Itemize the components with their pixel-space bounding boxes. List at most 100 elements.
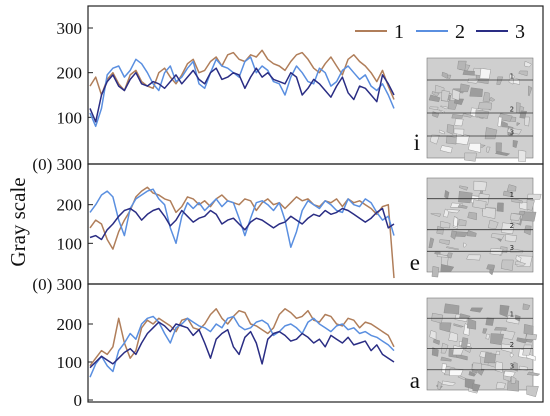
aggregate-particle xyxy=(454,118,464,127)
scan-line-label: 1 xyxy=(510,73,514,81)
aggregate-particle xyxy=(440,356,452,362)
aggregate-particle xyxy=(440,220,451,229)
aggregate-particle xyxy=(428,94,441,103)
aggregate-particle xyxy=(437,380,442,390)
aggregate-particle xyxy=(509,212,522,221)
aggregate-particle xyxy=(441,71,448,79)
aggregate-particle xyxy=(524,60,532,68)
series-3-line xyxy=(89,67,395,123)
aggregate-particle xyxy=(504,234,518,243)
aggregate-particle xyxy=(433,339,440,345)
aggregate-particle xyxy=(462,113,474,118)
panel-i: 300 200 100 (0) 300 1 2 3 i xyxy=(32,5,544,174)
aggregate-particle xyxy=(449,368,464,377)
aggregate-particle xyxy=(499,304,510,318)
legend: 1 2 3 xyxy=(355,21,525,43)
aggregate-particle xyxy=(441,363,447,375)
aggregate-particle xyxy=(467,211,478,221)
aggregate-particle xyxy=(462,70,475,76)
aggregate-particle xyxy=(502,190,514,197)
scan-line-label: 3 xyxy=(510,244,514,252)
aggregate-particle xyxy=(500,259,514,271)
aggregate-particle xyxy=(518,210,526,216)
series-3-line xyxy=(89,321,395,369)
aggregate-particle xyxy=(526,385,539,398)
aggregate-particle xyxy=(493,326,508,331)
aggregate-particle xyxy=(482,91,490,103)
aggregate-particle xyxy=(431,266,440,278)
aggregate-particle xyxy=(464,152,477,162)
series-2-line xyxy=(89,56,395,128)
aggregate-particle xyxy=(513,361,518,372)
aggregate-particle xyxy=(445,135,457,145)
y-tick-label: 200 xyxy=(57,196,83,215)
scan-line-label: 2 xyxy=(510,106,514,114)
aggregate-particle xyxy=(439,322,452,333)
aggregate-particle xyxy=(457,204,468,209)
aggregate-particle xyxy=(515,254,522,263)
aggregate-particle xyxy=(451,113,463,119)
aggregate-particle xyxy=(482,206,496,219)
aggregate-particle xyxy=(443,303,460,315)
aggregate-particle xyxy=(525,332,538,341)
aggregate-particle xyxy=(485,317,495,326)
series-1-line xyxy=(89,49,395,100)
aggregate-particle xyxy=(459,83,470,93)
aggregate-particle xyxy=(466,254,481,261)
aggregate-particle xyxy=(430,213,442,217)
aggregate-particle xyxy=(521,211,537,222)
aggregate-particle xyxy=(473,180,487,191)
panel-letter-i: i xyxy=(414,130,420,155)
y-tick-label: 100 xyxy=(57,108,83,127)
aggregate-particle xyxy=(518,365,528,371)
aggregate-particle xyxy=(486,146,491,153)
aggregate-particle xyxy=(441,89,450,102)
aggregate-particle xyxy=(469,307,484,313)
aggregate-particle xyxy=(436,253,449,258)
aggregate-particle xyxy=(472,383,481,392)
y-tick-label: 0 xyxy=(74,391,83,410)
aggregate-particle xyxy=(468,142,481,153)
aggregate-particle xyxy=(431,347,439,357)
aggregate-particle xyxy=(453,323,465,328)
aggregate-particle xyxy=(526,199,535,211)
aggregate-particle xyxy=(496,76,504,85)
aggregate-particle xyxy=(508,73,515,85)
aggregate-particle xyxy=(522,303,531,310)
aggregate-particle xyxy=(458,191,473,204)
y-tick-label: 100 xyxy=(57,234,83,253)
aggregate-particle xyxy=(467,78,480,84)
legend-label: 1 xyxy=(394,21,404,43)
aggregate-particle xyxy=(439,145,453,154)
series-1-line xyxy=(89,186,395,279)
aggregate-particle xyxy=(436,225,444,235)
aggregate-particle xyxy=(457,375,467,380)
panel-a: 200 100 0 1 2 3 a xyxy=(57,283,544,410)
y-tick-label: 300 xyxy=(57,19,83,38)
scan-line-label: 1 xyxy=(510,191,514,199)
scan-line-label: 3 xyxy=(510,362,514,370)
aggregate-particle xyxy=(516,122,521,126)
scan-line-label: 2 xyxy=(510,222,514,230)
aggregate-particle xyxy=(511,197,523,204)
aggregate-particle xyxy=(456,353,468,361)
aggregate-particle xyxy=(522,344,533,356)
aggregate-particle xyxy=(516,102,521,114)
aggregate-particle xyxy=(429,134,440,145)
aggregate-particle xyxy=(479,68,491,80)
micrograph-inset: 1 2 3 xyxy=(426,177,542,278)
aggregate-particle xyxy=(485,333,491,340)
aggregate-particle xyxy=(428,237,435,248)
aggregate-particle xyxy=(524,116,530,127)
aggregate-particle xyxy=(453,98,464,106)
legend-label: 2 xyxy=(455,21,465,43)
aggregate-particle xyxy=(457,60,467,71)
aggregate-particle xyxy=(451,89,461,101)
aggregate-particle xyxy=(497,116,503,128)
legend-item-1: 1 xyxy=(355,21,404,43)
aggregate-particle xyxy=(440,342,449,354)
aggregate-particle xyxy=(514,260,527,266)
panel-e: 200 100 (0) 300 1 2 3 e xyxy=(32,163,544,294)
